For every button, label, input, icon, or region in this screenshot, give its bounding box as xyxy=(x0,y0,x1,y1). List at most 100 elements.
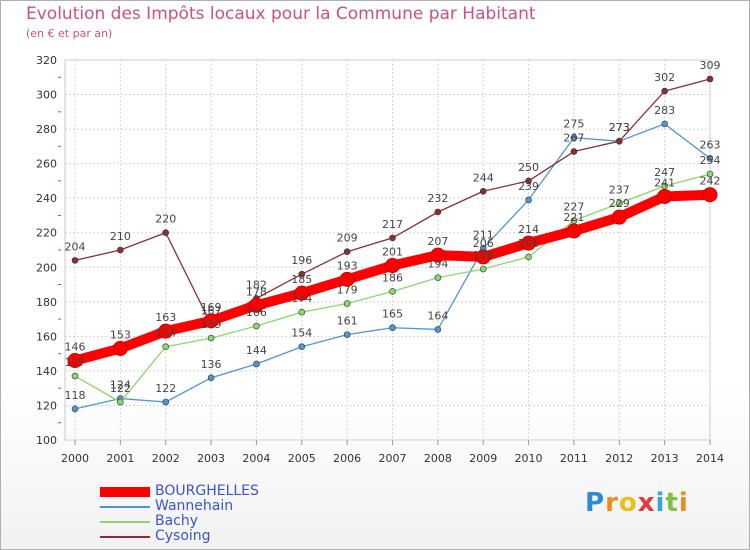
x-tick-label: 2010 xyxy=(515,452,543,465)
data-point xyxy=(117,246,124,254)
data-label: 186 xyxy=(382,271,403,284)
y-tick-label: 120 xyxy=(36,399,57,412)
data-point xyxy=(479,265,487,273)
data-label: 273 xyxy=(609,121,630,134)
data-label: 165 xyxy=(382,308,403,321)
data-label: 153 xyxy=(110,328,131,341)
data-label: 214 xyxy=(518,223,539,236)
data-label: 220 xyxy=(155,213,176,226)
data-point xyxy=(112,340,128,356)
data-point xyxy=(298,308,306,316)
data-label: 302 xyxy=(654,71,675,84)
data-label: 199 xyxy=(473,249,494,262)
data-point xyxy=(162,343,170,351)
data-label: 193 xyxy=(337,259,358,272)
data-point xyxy=(162,229,170,237)
x-tick-label: 2013 xyxy=(651,452,679,465)
data-label: 182 xyxy=(246,278,267,291)
data-point xyxy=(343,248,351,256)
data-label: 185 xyxy=(291,273,312,286)
data-point xyxy=(343,331,351,338)
data-label: 166 xyxy=(246,306,267,319)
x-tick-label: 2012 xyxy=(605,452,633,465)
legend-swatch xyxy=(100,536,150,538)
data-point xyxy=(389,324,396,332)
data-label: 210 xyxy=(110,230,131,243)
y-tick-label: 260 xyxy=(36,158,57,171)
data-label: 118 xyxy=(65,389,86,402)
data-point xyxy=(615,200,623,207)
y-tick-label: 140 xyxy=(36,365,57,378)
data-label: 241 xyxy=(654,176,675,189)
logo-letter: r xyxy=(605,488,619,518)
legend-swatch xyxy=(100,487,150,497)
x-tick-label: 2009 xyxy=(469,452,497,465)
data-point xyxy=(475,249,491,265)
data-label: 122 xyxy=(110,382,131,395)
legend-swatch xyxy=(100,521,150,523)
chart-subtitle: (en € et par an) xyxy=(26,27,113,40)
data-label: 250 xyxy=(518,161,539,174)
data-label: 204 xyxy=(65,240,86,253)
y-tick-label: 240 xyxy=(36,192,57,205)
logo-letter: P xyxy=(585,488,606,518)
data-point xyxy=(570,148,578,155)
data-label: 263 xyxy=(700,138,721,151)
x-tick-label: 2006 xyxy=(333,452,361,465)
data-label: 201 xyxy=(382,246,403,259)
data-label: 196 xyxy=(291,254,312,267)
y-tick-label: 320 xyxy=(36,54,57,67)
data-label: 207 xyxy=(427,235,448,248)
proxiti-logo: Proxiti xyxy=(585,488,689,518)
x-tick-label: 2011 xyxy=(560,452,588,465)
data-label: 174 xyxy=(291,292,312,305)
data-label: 221 xyxy=(563,211,584,224)
y-tick-label: 300 xyxy=(36,89,57,102)
data-label: 206 xyxy=(473,237,494,250)
data-label: 227 xyxy=(563,201,584,214)
data-label: 283 xyxy=(654,104,675,117)
data-label: 239 xyxy=(518,180,539,193)
x-tick-label: 2000 xyxy=(61,452,89,465)
data-label: 273 xyxy=(609,121,630,134)
data-point xyxy=(162,398,170,406)
data-label: 309 xyxy=(700,59,721,72)
data-label: 194 xyxy=(427,258,448,271)
x-tick-label: 2002 xyxy=(152,452,180,465)
data-point xyxy=(521,235,537,251)
data-point xyxy=(566,223,582,239)
data-label: 163 xyxy=(155,311,176,324)
data-label: 161 xyxy=(337,315,358,328)
data-label: 122 xyxy=(155,382,176,395)
data-label: 137 xyxy=(65,356,86,369)
x-tick-label: 2014 xyxy=(696,452,724,465)
data-point xyxy=(434,274,442,281)
legend-label: Bachy xyxy=(155,513,199,529)
y-tick-label: 280 xyxy=(36,123,57,136)
y-tick-label: 100 xyxy=(36,434,57,447)
data-label: 179 xyxy=(337,284,358,297)
logo-letter: x xyxy=(637,488,656,518)
data-label: 254 xyxy=(700,154,721,167)
data-point xyxy=(706,155,714,162)
data-point xyxy=(389,288,396,295)
data-label: 275 xyxy=(563,118,584,131)
x-tick-label: 2001 xyxy=(106,452,134,465)
data-label: 124 xyxy=(110,379,131,392)
data-label: 154 xyxy=(155,327,176,340)
data-point xyxy=(294,285,310,301)
data-point xyxy=(207,374,215,382)
data-label: 229 xyxy=(609,197,630,210)
data-label: 164 xyxy=(427,309,448,322)
data-label: 169 xyxy=(201,301,222,314)
data-point xyxy=(71,405,79,413)
data-label: 178 xyxy=(246,285,267,298)
data-point xyxy=(71,372,79,380)
data-point xyxy=(158,323,174,339)
data-point xyxy=(706,75,714,83)
logo-letter: t xyxy=(665,488,679,518)
data-label: 206 xyxy=(518,237,539,250)
data-point xyxy=(434,326,442,333)
data-label: 136 xyxy=(201,358,222,371)
data-point xyxy=(479,187,487,195)
